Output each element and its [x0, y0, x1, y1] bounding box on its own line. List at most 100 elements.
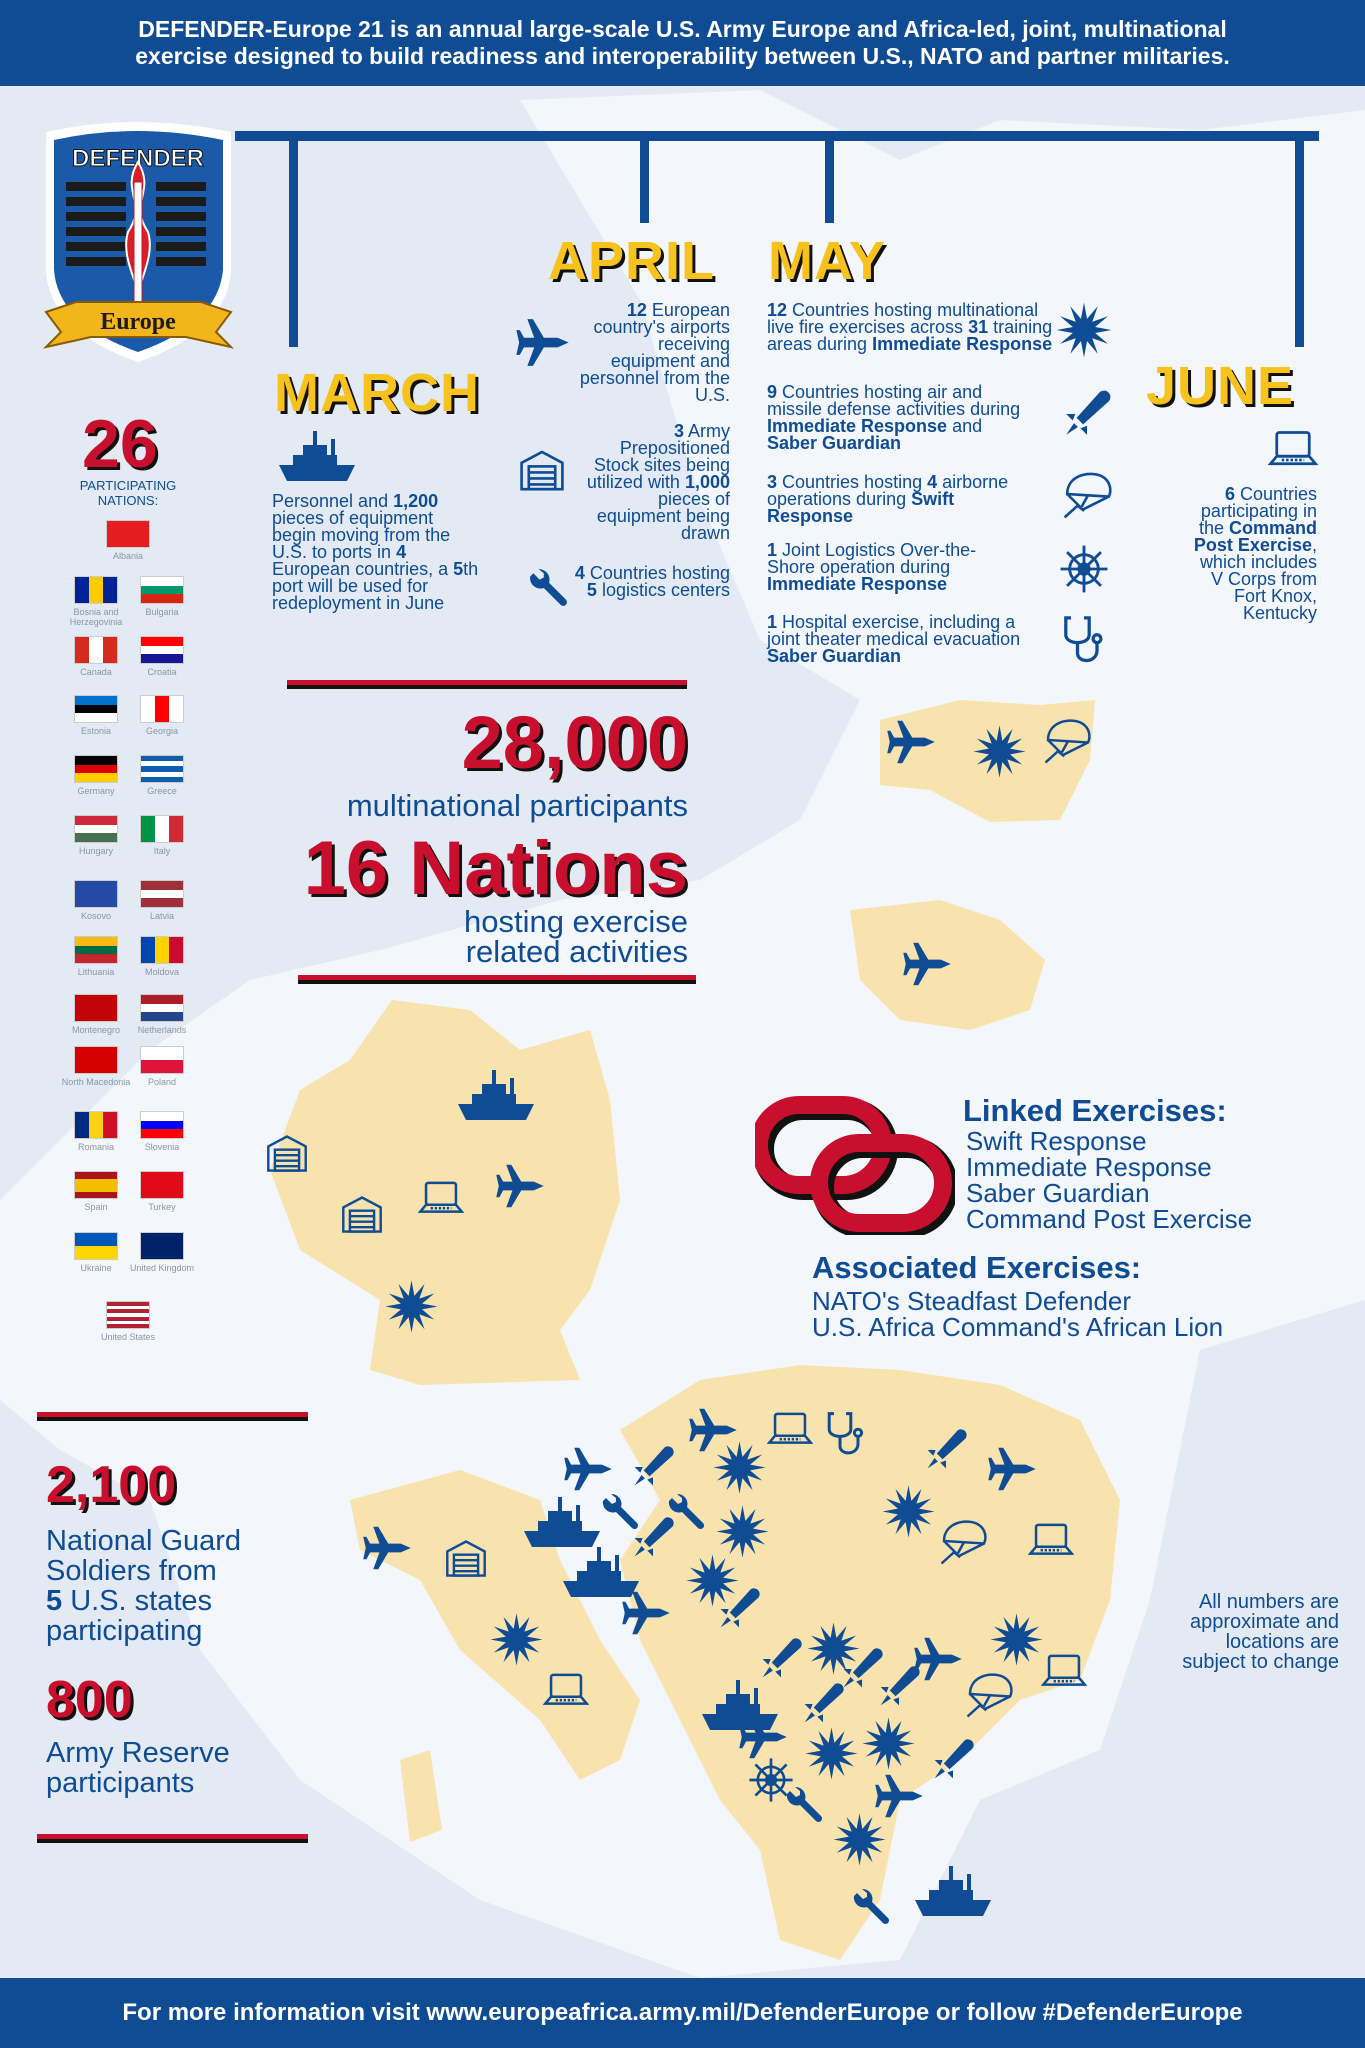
guard-line-1: National Guard	[46, 1525, 242, 1557]
footer-text[interactable]: For more information visit www.europeafr…	[122, 1999, 1243, 2026]
disclaimer-line: approximate and	[1190, 1611, 1339, 1633]
flag-label: Turkey	[148, 1202, 176, 1212]
text-segment: pieces of equipment being drawn	[596, 489, 730, 543]
flag-label: United States	[100, 1332, 156, 1342]
flag-bulgaria	[140, 576, 184, 604]
missile-icon	[630, 1444, 676, 1490]
explosion-icon	[861, 1716, 916, 1771]
flag-label: Canada	[80, 667, 112, 677]
missile-icon	[800, 1681, 846, 1727]
text-segment: Countries hosting multinational live fir…	[767, 300, 1039, 337]
flag-label: Bosnia and Herzegovinia	[69, 607, 123, 627]
flag-label: Albania	[112, 551, 144, 561]
flag-italy	[140, 815, 184, 843]
airplane-icon	[738, 1712, 788, 1762]
stethoscope-icon	[1058, 614, 1110, 666]
explosion-icon	[972, 724, 1027, 779]
highlight-text: 6	[1224, 484, 1235, 504]
associated-exercise-item: NATO's Steadfast Defender	[812, 1286, 1132, 1316]
map-region-sardinia	[400, 1750, 442, 1842]
may-item-hospital: 1 Hospital exercise, including a joint t…	[767, 612, 1027, 666]
highlight-text: 5	[453, 559, 464, 579]
flag-north-macedonia	[74, 1046, 118, 1074]
airplane-icon	[515, 315, 570, 370]
highlight-text: 12	[626, 300, 647, 320]
associated-exercises-list: NATO's Steadfast Defender U.S. Africa Co…	[812, 1288, 1223, 1340]
associated-exercises-title: Associated Exercises:	[812, 1250, 1142, 1285]
may-item-airborne: 3 Countries hosting 4 airborne operation…	[767, 472, 1017, 526]
disclaimer-line: locations are	[1225, 1631, 1339, 1653]
associated-exercise-item: U.S. Africa Command's African Lion	[812, 1312, 1224, 1342]
highlight-text: Immediate Response	[872, 334, 1053, 354]
highlight-text: 4	[396, 542, 407, 562]
nations-hosting-label-1: hosting exercise	[463, 904, 688, 939]
missile-icon	[930, 1737, 976, 1783]
parachute-icon	[965, 1669, 1015, 1719]
warehouse-icon	[340, 1192, 384, 1236]
laptop-icon	[767, 1407, 813, 1453]
divider-top	[287, 680, 687, 689]
guard-number: 2,100	[46, 1456, 177, 1514]
reserve-line-1: Army Reserve	[46, 1737, 230, 1769]
march-description: Personnel and 1,200 pieces of equipment …	[272, 492, 482, 612]
flag-bosnia-and-herzegovinia	[74, 576, 118, 604]
timeline-connector-april	[640, 131, 649, 223]
airplane-icon	[621, 1588, 671, 1638]
flag-label: Moldova	[144, 967, 180, 977]
highlight-text: 4	[574, 563, 585, 583]
highlight-text: Immediate Response	[767, 574, 948, 594]
flag-turkey	[140, 1171, 184, 1199]
flag-montenegro	[74, 994, 118, 1022]
divider-guard-top	[37, 1412, 308, 1421]
chain-links-icon	[755, 1096, 955, 1235]
ship-wheel-icon	[1058, 543, 1110, 595]
flag-label: Kosovo	[80, 911, 112, 921]
airplane-icon	[902, 939, 952, 989]
flag-moldova	[140, 936, 184, 964]
timeline-bar	[235, 131, 1319, 141]
highlight-text: Immediate Response	[767, 416, 948, 436]
may-item-jlots: 1 Joint Logistics Over-the-Shore operati…	[767, 541, 1017, 594]
highlight-text: Saber Guardian	[767, 646, 902, 666]
guard-line-4: participating	[46, 1615, 203, 1647]
linked-exercises-title: Linked Exercises:	[963, 1093, 1227, 1128]
flag-label: Poland	[147, 1077, 177, 1087]
missile-icon	[1061, 388, 1113, 440]
april-item-prepositioned-stock: 3 Army Prepositioned Stock sites being u…	[580, 421, 730, 543]
flag-label: Spain	[84, 1202, 108, 1212]
airplane-icon	[688, 1405, 738, 1455]
map-region-estonia-latvia	[880, 700, 1095, 822]
highlight-text: Saber Guardian	[767, 433, 902, 453]
text-segment: European countries, a	[272, 559, 454, 579]
wrench-icon	[784, 1785, 824, 1825]
flag-label: Hungary	[78, 846, 114, 856]
flag-kosovo	[74, 880, 118, 908]
flag-spain	[74, 1171, 118, 1199]
map-region-germany	[270, 1000, 620, 1385]
flag-croatia	[140, 636, 184, 664]
explosion-icon	[989, 1612, 1044, 1667]
nations-count: 26	[82, 406, 158, 482]
laptop-icon	[1028, 1518, 1074, 1564]
text-segment: European country's airports receiving eq…	[579, 300, 730, 405]
timeline-connector-june	[1295, 131, 1304, 347]
flag-label: Lithuania	[77, 967, 115, 977]
highlight-text: 3	[673, 421, 684, 441]
text-segment: airborne operations during	[767, 472, 1009, 509]
text-segment: Countries hosting	[584, 563, 730, 583]
parachute-icon	[939, 1516, 989, 1566]
warehouse-icon	[518, 446, 566, 494]
header-line-2: exercise designed to build readiness and…	[135, 43, 1230, 69]
participants-number: 28,000	[461, 701, 688, 784]
highlight-text: Swift Response	[767, 489, 955, 526]
flag-greece	[140, 755, 184, 783]
flag-slovenia	[140, 1111, 184, 1139]
text-segment: Hospital exercise, including a joint the…	[767, 612, 1021, 649]
april-item-logistics: 4 Countries hosting 5 logistics centers	[570, 563, 730, 599]
explosion-icon	[881, 1484, 936, 1539]
flag-ukraine	[74, 1232, 118, 1260]
highlight-text: 3	[767, 472, 778, 492]
nations-hosting-label-2: related activities	[465, 934, 688, 969]
guard-line-2: Soldiers from	[46, 1555, 217, 1587]
text-segment: Countries hosting air and missile defens…	[767, 382, 1021, 419]
